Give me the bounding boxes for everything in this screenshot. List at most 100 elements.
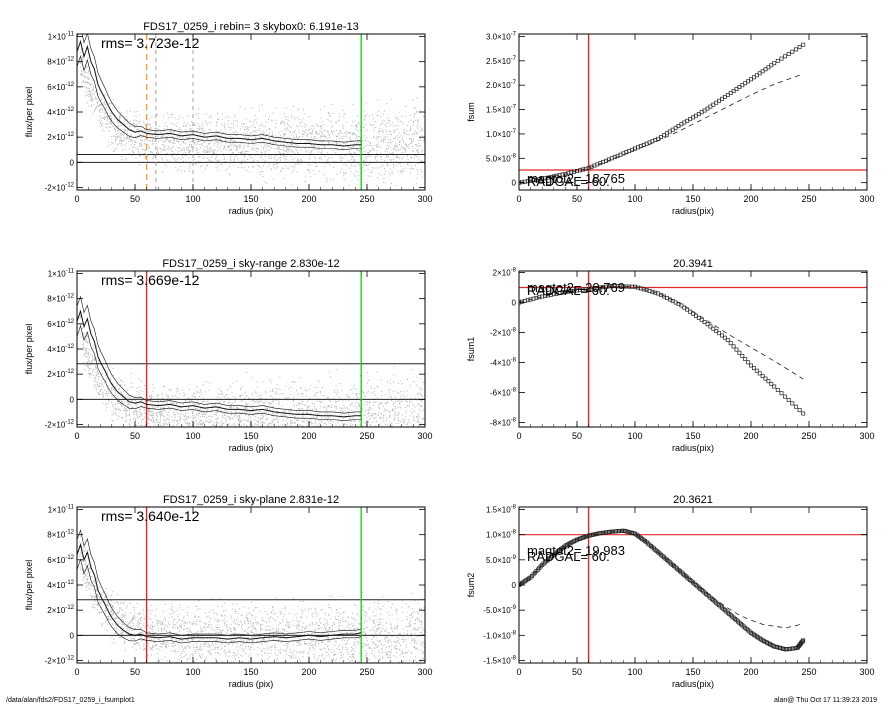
scatter-point (285, 118, 287, 120)
scatter-point (402, 148, 404, 150)
scatter-point (328, 120, 330, 122)
scatter-point (268, 440, 269, 441)
scatter-point (385, 156, 387, 158)
scatter-point (86, 361, 88, 363)
scatter-point (395, 157, 397, 159)
scatter-point (136, 415, 138, 417)
scatter-point (283, 155, 285, 157)
scatter-point (302, 136, 304, 138)
scatter-point (234, 428, 235, 429)
scatter-point (410, 432, 411, 433)
scatter-point (224, 396, 226, 398)
scatter-point (85, 341, 87, 342)
scatter-point (172, 425, 174, 427)
scatter-point (88, 369, 90, 371)
scatter-point (216, 412, 218, 414)
scatter-point (280, 170, 282, 171)
scatter-point (150, 436, 151, 437)
scatter-point (314, 394, 316, 396)
scatter-point (320, 402, 322, 404)
scatter-point (388, 392, 390, 394)
scatter-point (183, 142, 184, 144)
scatter-point (87, 362, 88, 363)
scatter-point (295, 410, 297, 412)
scatter-point (387, 162, 388, 164)
scatter-point (264, 145, 266, 147)
scatter-point (256, 395, 258, 397)
scatter-point (171, 135, 173, 137)
scatter-point (139, 135, 141, 137)
scatter-point (91, 361, 93, 363)
scatter-point (212, 160, 214, 162)
scatter-point (178, 116, 180, 118)
scatter-point (255, 416, 257, 418)
scatter-point (85, 95, 87, 97)
scatter-point (158, 428, 159, 429)
scatter-point (419, 126, 421, 128)
scatter-point (155, 429, 156, 430)
scatter-point (365, 124, 367, 126)
scatter-point (394, 397, 396, 398)
scatter-point (156, 395, 158, 397)
scatter-point (141, 424, 143, 426)
scatter-point (385, 123, 387, 125)
scatter-point (123, 140, 125, 142)
scatter-point (272, 134, 274, 136)
scatter-point (117, 409, 119, 411)
scatter-point (284, 121, 285, 123)
scatter-point (154, 422, 156, 424)
scatter-point (377, 439, 378, 440)
scatter-point (227, 423, 229, 425)
scatter-point (422, 443, 423, 444)
scatter-point (229, 397, 231, 399)
scatter-point (367, 168, 369, 170)
scatter-point (174, 143, 176, 144)
scatter-point (310, 421, 312, 423)
scatter-point (245, 151, 247, 152)
scatter-point (370, 145, 372, 146)
scatter-point (414, 107, 416, 109)
scatter-point (347, 133, 349, 134)
scatter-point (271, 144, 273, 146)
scatter-point (303, 404, 305, 406)
scatter-point (386, 136, 388, 138)
scatter-point (386, 403, 388, 404)
scatter-point (239, 419, 241, 421)
scatter-point (322, 121, 324, 123)
scatter-point (341, 149, 343, 151)
scatter-point (343, 434, 344, 435)
scatter-point (349, 137, 351, 139)
scatter-point (409, 415, 411, 417)
scatter-point (293, 105, 294, 107)
scatter-point (355, 428, 356, 429)
scatter-point (361, 403, 363, 405)
scatter-point (235, 144, 237, 146)
scatter-point (266, 430, 267, 431)
scatter-point (88, 361, 90, 362)
scatter-point (302, 421, 304, 422)
scatter-point (157, 398, 159, 400)
scatter-point (241, 152, 243, 154)
scatter-point (217, 165, 219, 167)
scatter-point (211, 155, 213, 157)
scatter-point (353, 165, 355, 167)
scatter-point (343, 142, 345, 144)
scatter-point (119, 124, 121, 126)
scatter-point (304, 418, 305, 420)
scatter-point (223, 126, 225, 128)
scatter-point (388, 117, 389, 119)
scatter-point (153, 419, 154, 421)
scatter-point (394, 432, 395, 433)
scatter-point (260, 397, 262, 399)
scatter-point (412, 168, 414, 170)
scatter-point (332, 133, 333, 135)
scatter-point (183, 153, 185, 155)
scatter-point (211, 416, 213, 418)
scatter-point (167, 414, 169, 416)
scatter-point (268, 138, 270, 139)
scatter-point (189, 125, 191, 127)
scatter-point (265, 134, 267, 136)
scatter-point (161, 159, 163, 161)
scatter-point (291, 141, 293, 142)
scatter-point (393, 402, 395, 404)
